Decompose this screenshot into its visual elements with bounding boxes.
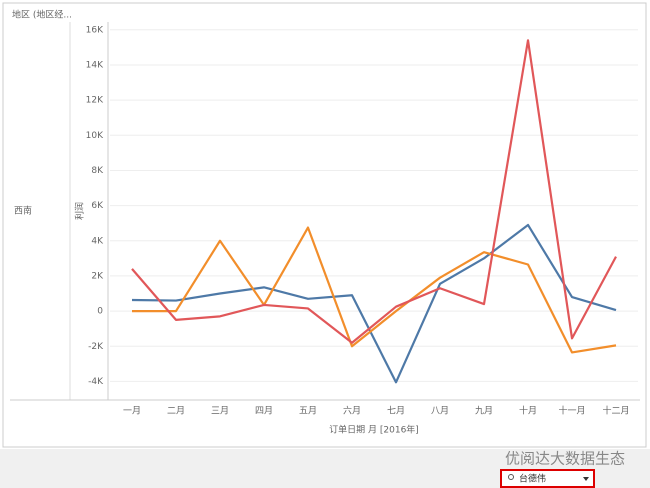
dropdown-arrow <box>583 477 589 481</box>
user-name: 台德伟 <box>519 473 546 485</box>
x-axis-title: 订单日期 月 [2016年] <box>329 424 419 436</box>
view-frame <box>2 2 647 448</box>
row-label: 西南 <box>14 205 32 217</box>
y-tick-label: 12K <box>86 96 104 106</box>
x-tick-label: 三月 <box>211 406 229 417</box>
y-tick-label: 14K <box>86 60 104 70</box>
x-tick-label: 一月 <box>123 406 141 417</box>
line-series <box>131 223 617 384</box>
x-tick-label: 八月 <box>431 406 449 417</box>
x-tick-label: 十二月 <box>602 405 629 417</box>
x-tick-label: 六月 <box>343 405 361 417</box>
x-tick-label: 十一月 <box>558 405 585 417</box>
line-series <box>131 39 617 344</box>
y-tick-label: 0 <box>97 307 103 317</box>
x-tick-label: 九月 <box>475 406 493 417</box>
y-axis-title: 利润 <box>74 202 86 220</box>
x-tick-label: 四月 <box>255 406 273 417</box>
y-tick-label: -2K <box>88 342 104 352</box>
y-tick-label: 2K <box>91 271 104 281</box>
y-tick-label: -4K <box>88 377 104 387</box>
x-tick-label: 五月 <box>299 406 317 417</box>
y-tick-label: 10K <box>86 131 104 141</box>
line-series <box>132 226 617 354</box>
user-icon <box>508 474 514 480</box>
x-tick-label: 十月 <box>519 405 537 417</box>
y-tick-label: 4K <box>91 236 104 246</box>
y-tick-label: 8K <box>91 166 104 176</box>
x-tick-label: 七月 <box>387 406 405 417</box>
user-dropdown[interactable] <box>500 469 595 488</box>
y-tick-label: 6K <box>91 201 104 211</box>
watermark: 优阅达大数据生态 <box>505 450 625 468</box>
column-header: 地区 (地区经... <box>12 9 72 21</box>
x-tick-label: 二月 <box>167 406 185 417</box>
y-tick-label: 16K <box>86 25 104 35</box>
